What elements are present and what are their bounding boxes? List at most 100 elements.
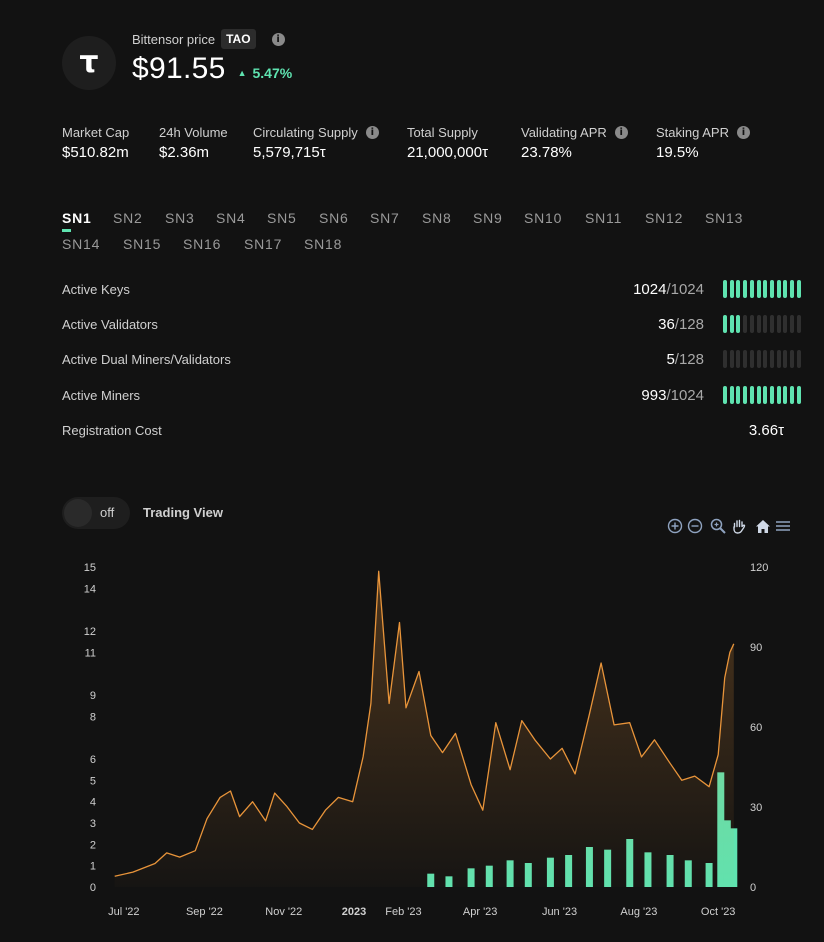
trading-view-toggle[interactable]: off	[62, 497, 130, 529]
price-title-row: Bittensor price TAO i	[132, 29, 285, 49]
metric-value: 1024/1024	[633, 281, 704, 298]
progress-segment	[723, 315, 727, 333]
info-icon[interactable]: i	[365, 126, 379, 139]
progress-segment	[763, 350, 768, 368]
progress-segment	[783, 350, 788, 368]
progress-segment	[729, 386, 734, 404]
metric-value: 993/1024	[641, 387, 704, 404]
info-icon[interactable]: i	[271, 32, 285, 46]
metric-value: 36/128	[658, 316, 704, 333]
price-label: Bittensor price	[132, 31, 216, 47]
x-tick-label: Apr '23	[463, 906, 498, 918]
stat-label: 24h Volume	[159, 125, 228, 140]
progress-segment	[769, 280, 774, 298]
x-tick-label: Feb '23	[385, 906, 421, 918]
metric-active-keys: Active Keys 1024/1024	[62, 279, 802, 301]
y-left-tick-label: 8	[90, 711, 96, 723]
tab-sn1[interactable]: SN1	[62, 210, 92, 226]
tab-sn5[interactable]: SN5	[267, 210, 297, 226]
progress-segment	[749, 386, 754, 404]
y-left-tick-label: 9	[90, 690, 96, 702]
y-left-tick-label: 12	[84, 626, 96, 638]
metric-value: 5/128	[666, 351, 704, 368]
tab-sn8[interactable]: SN8	[422, 210, 452, 226]
stat-value: $2.36m	[159, 144, 210, 161]
progress-segment	[723, 350, 727, 368]
stat-value: 5,579,715τ	[253, 144, 326, 161]
progress-segment	[796, 280, 801, 298]
tab-sn17[interactable]: SN17	[244, 236, 283, 252]
zoom-select-icon[interactable]	[709, 517, 727, 535]
info-icon[interactable]: i	[737, 126, 750, 139]
progress-segment	[749, 315, 754, 333]
progress-segment	[756, 280, 761, 298]
price-change: ▲ 5.47%	[238, 65, 293, 81]
metric-label: Active Dual Miners/Validators	[62, 352, 231, 367]
progress-segment	[783, 280, 788, 298]
progress-segment	[749, 280, 754, 298]
progress-segment	[776, 386, 781, 404]
stat-label: Circulating Supply	[253, 125, 358, 140]
toggle-knob[interactable]	[64, 499, 92, 527]
trading-view-label: Trading View	[143, 505, 223, 520]
tab-sn16[interactable]: SN16	[183, 236, 222, 252]
tab-sn12[interactable]: SN12	[645, 210, 684, 226]
y-right-tick-label: 90	[750, 642, 762, 654]
tab-sn2[interactable]: SN2	[113, 210, 143, 226]
progress-segment	[790, 280, 794, 298]
home-reset-icon[interactable]	[754, 517, 772, 535]
progress-segment	[790, 386, 794, 404]
tab-sn3[interactable]: SN3	[165, 210, 195, 226]
x-tick-label: Jun '23	[542, 906, 577, 918]
metric-count: 993	[641, 387, 667, 404]
y-left-tick-label: 0	[90, 882, 96, 894]
y-left-tick-label: 5	[90, 775, 96, 787]
tab-sn4[interactable]: SN4	[216, 210, 246, 226]
metric-total: /1024	[666, 387, 704, 404]
progress-segment	[790, 350, 794, 368]
progress-segment	[756, 315, 761, 333]
y-left-tick-label: 6	[90, 754, 96, 766]
tab-sn13[interactable]: SN13	[705, 210, 744, 226]
x-tick-label: Oct '23	[701, 906, 736, 918]
tau-logo-icon: τ	[79, 45, 99, 80]
stat-label: Staking APR	[656, 125, 729, 140]
tab-sn14[interactable]: SN14	[62, 236, 101, 252]
y-left-tick-label: 11	[85, 647, 96, 659]
metric-label: Registration Cost	[62, 423, 162, 438]
tab-sn11[interactable]: SN11	[585, 210, 623, 226]
x-tick-label: Nov '22	[265, 906, 302, 918]
metric-value: 3.66τ	[748, 422, 784, 439]
pan-hand-icon[interactable]	[730, 517, 748, 535]
ticker-badge: TAO	[221, 29, 256, 49]
progress-segment	[776, 315, 781, 333]
progress-segment	[736, 280, 741, 298]
tab-sn6[interactable]: SN6	[319, 210, 349, 226]
price-line	[114, 570, 735, 877]
tab-sn15[interactable]: SN15	[123, 236, 162, 252]
metric-label: Active Validators	[62, 317, 158, 332]
stat-value: 21,000,000τ	[407, 144, 488, 161]
x-tick-label: Jul '22	[108, 906, 139, 918]
progress-segment	[723, 280, 727, 298]
tab-sn18[interactable]: SN18	[304, 236, 343, 252]
menu-icon[interactable]	[774, 517, 792, 535]
stat-market-cap: Market Cap $510.82m	[62, 125, 129, 161]
progress-segment	[796, 386, 801, 404]
zoom-out-icon[interactable]	[686, 517, 704, 535]
zoom-in-icon[interactable]	[666, 517, 684, 535]
info-icon[interactable]: i	[614, 126, 628, 139]
progress-segment	[776, 280, 781, 298]
metric-label: Active Keys	[62, 282, 130, 297]
stat-value: 19.5%	[656, 144, 699, 161]
metric-active-validators: Active Validators 36/128	[62, 314, 802, 336]
metric-active-miners: Active Miners 993/1024	[62, 385, 802, 407]
tab-sn9[interactable]: SN9	[473, 210, 503, 226]
tab-sn10[interactable]: SN10	[524, 210, 563, 226]
y-left-tick-label: 4	[90, 797, 96, 809]
y-right-tick-label: 0	[750, 882, 756, 894]
progress-segment	[763, 315, 768, 333]
metric-count: 5	[666, 351, 675, 368]
tab-sn7[interactable]: SN7	[370, 210, 400, 226]
x-tick-label: 2023	[342, 906, 366, 918]
